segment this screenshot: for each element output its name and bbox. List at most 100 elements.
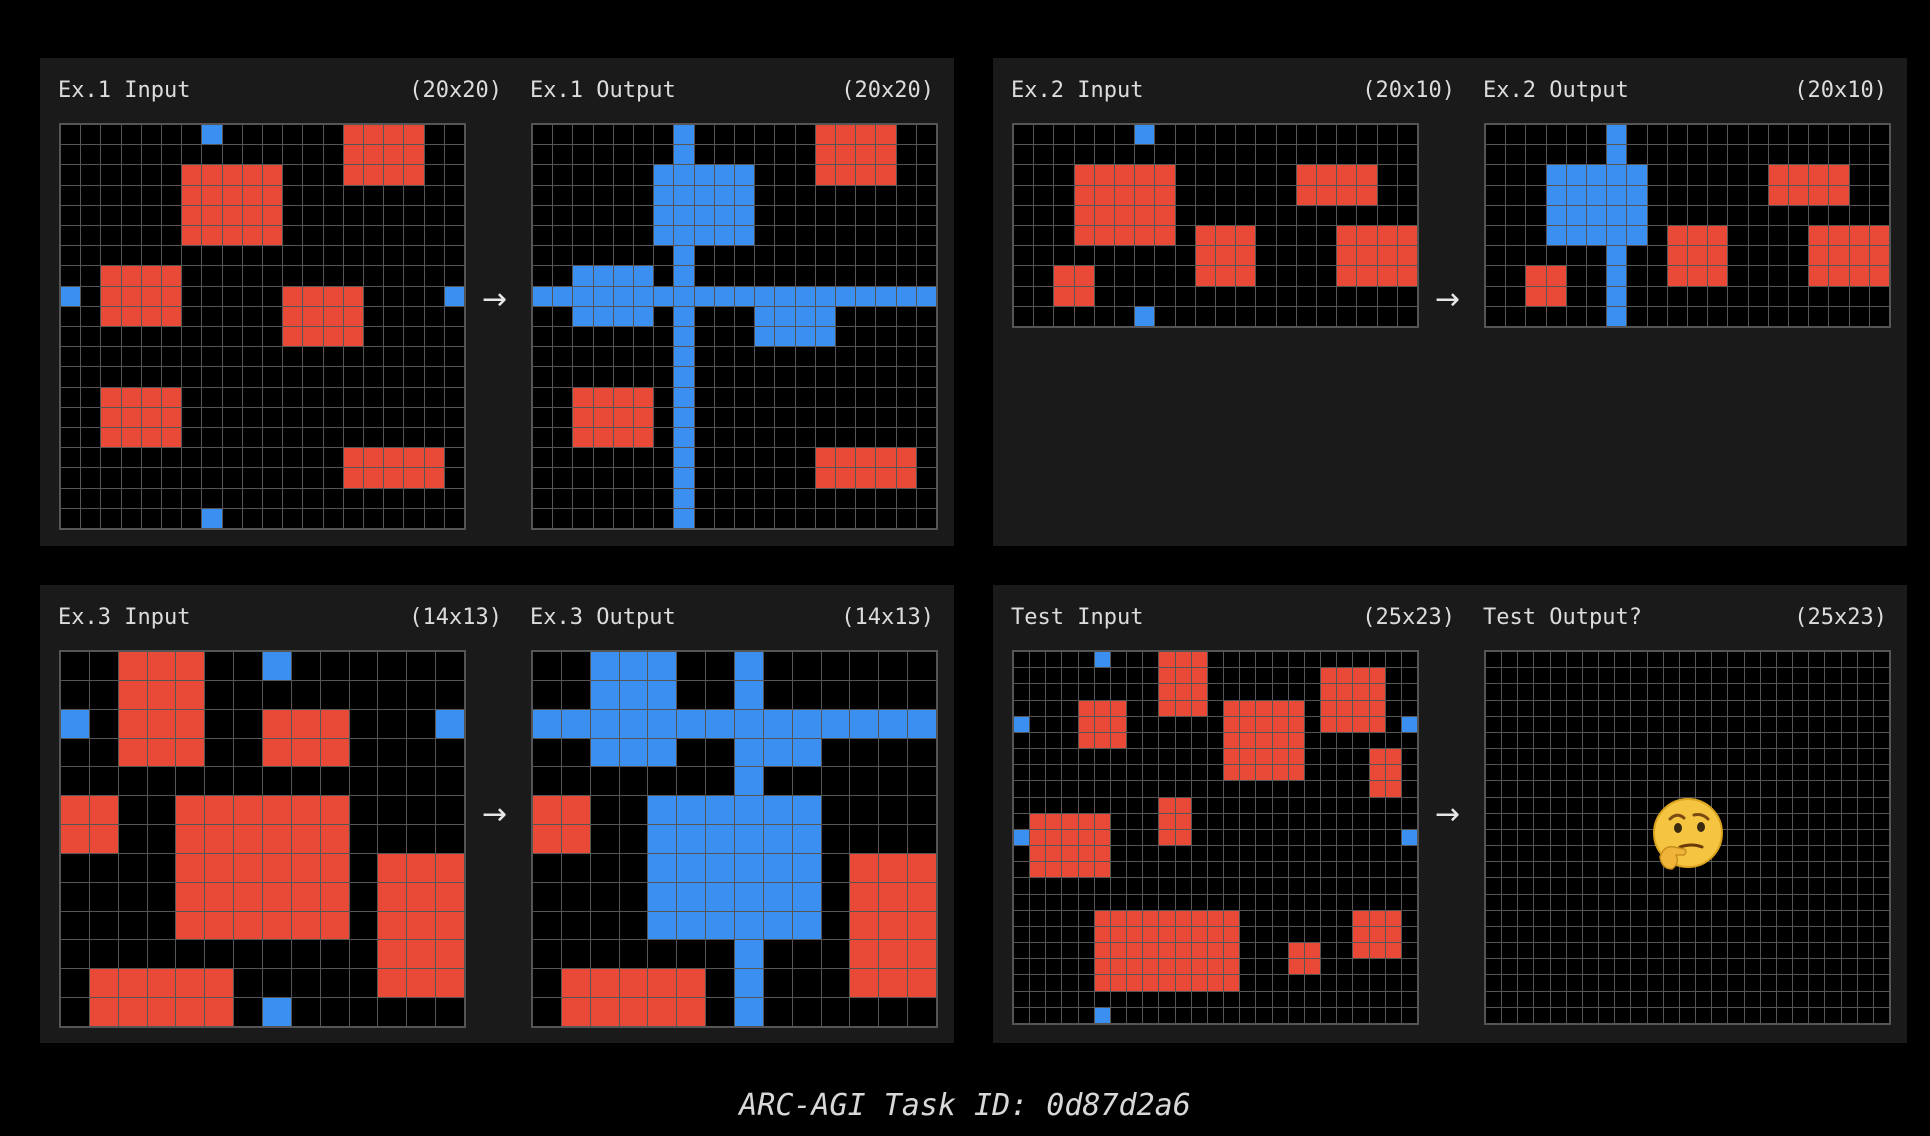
grid-cell[interactable] bbox=[1809, 943, 1825, 959]
grid-cell[interactable] bbox=[1760, 813, 1776, 829]
grid-cell[interactable] bbox=[1615, 781, 1631, 797]
grid-cell[interactable] bbox=[1502, 652, 1518, 668]
grid-cell[interactable] bbox=[1615, 862, 1631, 878]
grid-cell[interactable] bbox=[1679, 959, 1696, 975]
grid-cell[interactable] bbox=[1760, 716, 1776, 732]
grid-cell[interactable] bbox=[1679, 749, 1696, 765]
grid-cell[interactable] bbox=[1534, 797, 1550, 813]
grid-cell[interactable] bbox=[1599, 846, 1615, 862]
grid-cell[interactable] bbox=[1582, 829, 1599, 846]
grid-cell[interactable] bbox=[1647, 716, 1663, 732]
grid-cell[interactable] bbox=[1550, 797, 1566, 813]
grid-cell[interactable] bbox=[1486, 862, 1502, 878]
grid-cell[interactable] bbox=[1502, 894, 1518, 910]
grid-cell[interactable] bbox=[1776, 910, 1793, 926]
grid-cell[interactable] bbox=[1728, 732, 1744, 749]
grid-cell[interactable] bbox=[1744, 797, 1760, 813]
grid-cell[interactable] bbox=[1744, 926, 1760, 943]
grid-cell[interactable] bbox=[1631, 991, 1647, 1007]
grid-cell[interactable] bbox=[1679, 668, 1696, 684]
grid-cell[interactable] bbox=[1841, 668, 1857, 684]
grid-cell[interactable] bbox=[1582, 1007, 1599, 1023]
grid-cell[interactable] bbox=[1631, 894, 1647, 910]
grid-cell[interactable] bbox=[1712, 943, 1728, 959]
grid-cell[interactable] bbox=[1873, 716, 1889, 732]
grid-cell[interactable] bbox=[1518, 894, 1534, 910]
grid-cell[interactable] bbox=[1582, 943, 1599, 959]
grid-cell[interactable] bbox=[1647, 732, 1663, 749]
grid-cell[interactable] bbox=[1728, 684, 1744, 700]
grid-cell[interactable] bbox=[1631, 926, 1647, 943]
grid-cell[interactable] bbox=[1857, 894, 1873, 910]
grid-cell[interactable] bbox=[1776, 716, 1793, 732]
grid-cell[interactable] bbox=[1599, 716, 1615, 732]
grid-cell[interactable] bbox=[1566, 668, 1582, 684]
grid-cell[interactable] bbox=[1825, 894, 1841, 910]
grid-cell[interactable] bbox=[1534, 684, 1550, 700]
grid-cell[interactable] bbox=[1566, 959, 1582, 975]
grid-cell[interactable] bbox=[1809, 732, 1825, 749]
grid-cell[interactable] bbox=[1550, 813, 1566, 829]
grid-cell[interactable] bbox=[1712, 732, 1728, 749]
grid-cell[interactable] bbox=[1486, 975, 1502, 991]
grid-cell[interactable] bbox=[1728, 878, 1744, 894]
grid-cell[interactable] bbox=[1728, 991, 1744, 1007]
grid-cell[interactable] bbox=[1760, 975, 1776, 991]
grid-cell[interactable] bbox=[1502, 1007, 1518, 1023]
grid-cell[interactable] bbox=[1582, 991, 1599, 1007]
grid-cell[interactable] bbox=[1744, 765, 1760, 781]
grid-cell[interactable] bbox=[1631, 668, 1647, 684]
grid-cell[interactable] bbox=[1857, 781, 1873, 797]
grid-cell[interactable] bbox=[1582, 959, 1599, 975]
grid-cell[interactable] bbox=[1809, 975, 1825, 991]
grid-cell[interactable] bbox=[1776, 975, 1793, 991]
grid-cell[interactable] bbox=[1518, 991, 1534, 1007]
grid-cell[interactable] bbox=[1631, 813, 1647, 829]
grid-cell[interactable] bbox=[1599, 684, 1615, 700]
grid-cell[interactable] bbox=[1486, 943, 1502, 959]
grid-cell[interactable] bbox=[1841, 991, 1857, 1007]
grid-cell[interactable] bbox=[1599, 749, 1615, 765]
grid-cell[interactable] bbox=[1582, 975, 1599, 991]
grid-cell[interactable] bbox=[1712, 959, 1728, 975]
grid-cell[interactable] bbox=[1599, 959, 1615, 975]
grid-cell[interactable] bbox=[1696, 926, 1712, 943]
grid-cell[interactable] bbox=[1793, 781, 1809, 797]
grid-cell[interactable] bbox=[1857, 700, 1873, 716]
grid-cell[interactable] bbox=[1615, 668, 1631, 684]
grid-cell[interactable] bbox=[1744, 862, 1760, 878]
grid-cell[interactable] bbox=[1809, 765, 1825, 781]
grid-cell[interactable] bbox=[1696, 943, 1712, 959]
grid-cell[interactable] bbox=[1615, 846, 1631, 862]
grid-cell[interactable] bbox=[1857, 959, 1873, 975]
grid-cell[interactable] bbox=[1582, 894, 1599, 910]
grid-cell[interactable] bbox=[1825, 781, 1841, 797]
grid-cell[interactable] bbox=[1760, 991, 1776, 1007]
grid-cell[interactable] bbox=[1615, 732, 1631, 749]
grid-cell[interactable] bbox=[1615, 829, 1631, 846]
grid-cell[interactable] bbox=[1534, 846, 1550, 862]
grid-cell[interactable] bbox=[1696, 700, 1712, 716]
grid-cell[interactable] bbox=[1502, 910, 1518, 926]
grid-cell[interactable] bbox=[1663, 781, 1679, 797]
grid-cell[interactable] bbox=[1486, 781, 1502, 797]
grid-cell[interactable] bbox=[1728, 910, 1744, 926]
grid-cell[interactable] bbox=[1857, 878, 1873, 894]
grid-cell[interactable] bbox=[1566, 894, 1582, 910]
grid-cell[interactable] bbox=[1647, 765, 1663, 781]
grid-cell[interactable] bbox=[1615, 910, 1631, 926]
grid-cell[interactable] bbox=[1873, 991, 1889, 1007]
grid-cell[interactable] bbox=[1728, 975, 1744, 991]
grid-cell[interactable] bbox=[1486, 797, 1502, 813]
grid-cell[interactable] bbox=[1550, 1007, 1566, 1023]
grid-cell[interactable] bbox=[1647, 1007, 1663, 1023]
grid-cell[interactable] bbox=[1857, 668, 1873, 684]
grid-cell[interactable] bbox=[1696, 668, 1712, 684]
grid-cell[interactable] bbox=[1582, 862, 1599, 878]
grid-cell[interactable] bbox=[1518, 846, 1534, 862]
grid-cell[interactable] bbox=[1486, 1007, 1502, 1023]
grid-cell[interactable] bbox=[1873, 732, 1889, 749]
grid-cell[interactable] bbox=[1760, 829, 1776, 846]
grid-cell[interactable] bbox=[1631, 765, 1647, 781]
grid-cell[interactable] bbox=[1615, 716, 1631, 732]
